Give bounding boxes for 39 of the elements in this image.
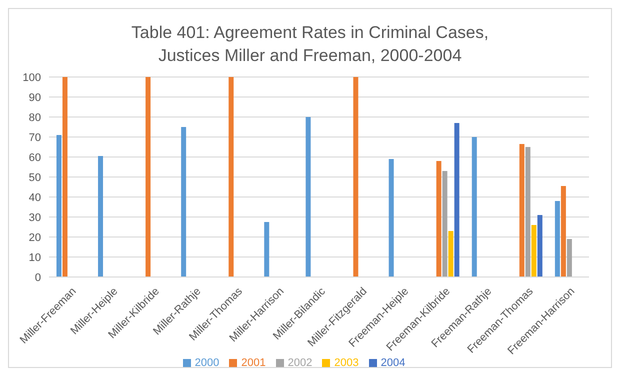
y-tick-label: 100 [22, 72, 41, 84]
bar [56, 135, 62, 277]
bar [531, 225, 536, 277]
bar [448, 231, 454, 277]
bar [181, 127, 186, 277]
bar [519, 144, 524, 277]
legend-label: 2001 [241, 357, 266, 369]
bar [436, 161, 442, 277]
bar [306, 117, 311, 277]
legend-label: 2000 [194, 357, 220, 369]
legend-label: 2002 [288, 357, 312, 369]
bar [525, 147, 530, 277]
bar [537, 215, 542, 277]
bar [353, 77, 358, 277]
bar [146, 77, 151, 277]
y-tick-label: 30 [28, 212, 41, 224]
bar [472, 137, 477, 277]
bar [264, 222, 270, 277]
legend-label: 2004 [380, 357, 406, 369]
y-tick-label: 90 [28, 92, 41, 104]
bar [566, 239, 572, 277]
bar [442, 171, 448, 277]
bar [98, 156, 104, 277]
chart-title: Table 401: Agreement Rates in Criminal Cases, Justices Miller and Freeman, 2000-2004 [130, 22, 490, 67]
y-tick-label: 0 [34, 272, 41, 284]
y-tick-label: 20 [28, 232, 41, 244]
y-tick-label: 10 [28, 252, 41, 264]
legend-label: 2003 [334, 357, 359, 369]
bar [454, 123, 460, 277]
bar [388, 159, 394, 277]
bar [560, 186, 566, 277]
y-tick-label: 60 [28, 152, 41, 164]
y-tick-label: 40 [28, 192, 41, 204]
bar [554, 201, 560, 277]
y-tick-label: 80 [28, 112, 41, 124]
bar [62, 77, 68, 277]
bar [228, 77, 234, 277]
y-tick-label: 50 [28, 172, 41, 184]
y-tick-label: 70 [28, 132, 41, 144]
